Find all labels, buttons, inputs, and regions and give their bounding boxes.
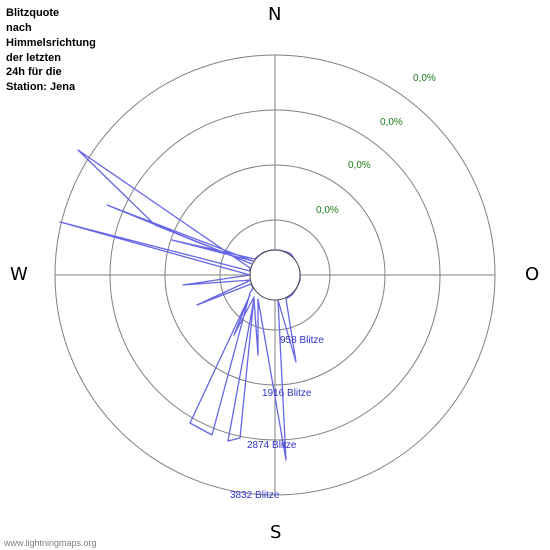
- ring-count-label: 1916 Blitze: [262, 388, 311, 399]
- cardinal-o: O: [525, 264, 539, 285]
- ring-percent-label: 0,0%: [413, 73, 436, 84]
- ring-count-label: 3832 Blitze: [230, 490, 279, 501]
- ring-percent-label: 0,0%: [380, 117, 403, 128]
- ring-count-label: 2874 Blitze: [247, 440, 296, 451]
- ring-count-label: 958 Blitze: [280, 335, 324, 346]
- data-polygon-group: [60, 150, 300, 460]
- center-hole-group: [250, 250, 300, 300]
- cardinal-s: S: [270, 522, 281, 543]
- ring-percent-label: 0,0%: [316, 205, 339, 216]
- chart-title: Blitzquote nach Himmelsrichtung der letz…: [6, 6, 96, 95]
- ring-percent-label: 0,0%: [348, 160, 371, 171]
- cardinal-n: N: [268, 4, 281, 25]
- chart-container: Blitzquote nach Himmelsrichtung der letz…: [0, 0, 550, 550]
- footer-attribution: www.lightningmaps.org: [4, 538, 97, 548]
- cardinal-w: W: [10, 264, 28, 285]
